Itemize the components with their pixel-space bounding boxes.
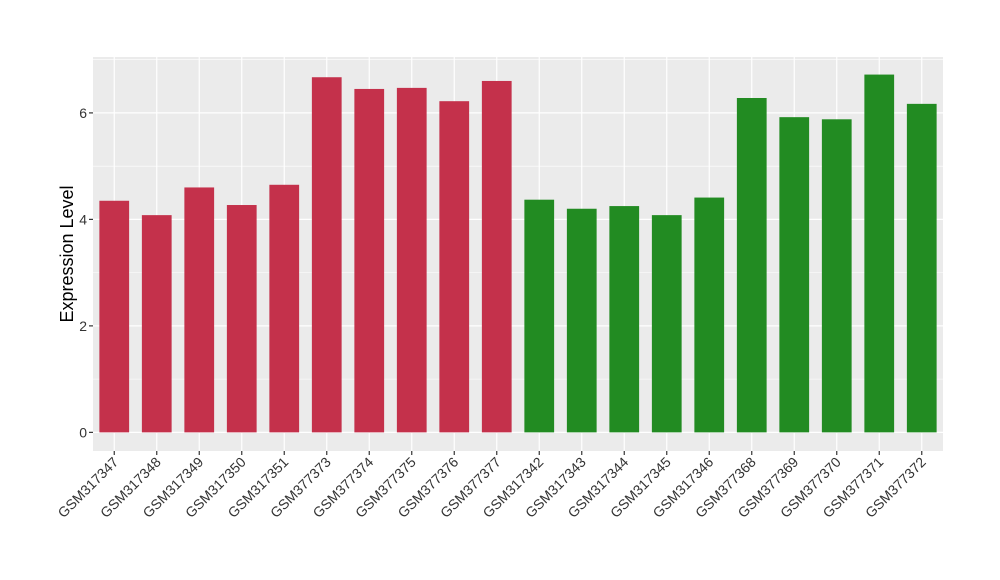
bar-GSM317346 [694, 197, 725, 433]
bar-GSM317343 [566, 208, 597, 433]
y-tick-label: 4 [79, 211, 87, 227]
bar-GSM317342 [524, 199, 555, 433]
bar-GSM377374 [354, 88, 385, 433]
bar-GSM377377 [481, 80, 512, 433]
x-axis: GSM317347GSM317348GSM317349GSM317350GSM3… [54, 451, 929, 521]
bar-GSM317349 [184, 187, 215, 433]
bar-GSM377375 [396, 87, 427, 433]
y-axis-title: Expression Level [57, 185, 77, 322]
bars [99, 74, 937, 433]
y-axis: 0 2 4 6 [79, 105, 93, 440]
bar-GSM317348 [141, 215, 172, 433]
bar-GSM317344 [609, 206, 640, 433]
bar-GSM377371 [864, 74, 895, 433]
plot-panel [93, 57, 943, 451]
y-tick-label: 0 [79, 424, 87, 440]
bar-GSM377372 [906, 103, 937, 433]
y-tick-label: 6 [79, 105, 87, 121]
bar-GSM377370 [821, 119, 852, 433]
bar-GSM317351 [269, 184, 300, 433]
bar-GSM377376 [439, 101, 470, 433]
bar-GSM317347 [99, 200, 130, 433]
y-tick-label: 2 [79, 318, 87, 334]
bar-GSM317350 [226, 205, 257, 433]
bar-GSM377368 [736, 97, 767, 433]
bar-GSM377369 [779, 117, 810, 433]
bar-GSM317345 [651, 215, 682, 433]
bar-GSM377373 [311, 77, 342, 433]
